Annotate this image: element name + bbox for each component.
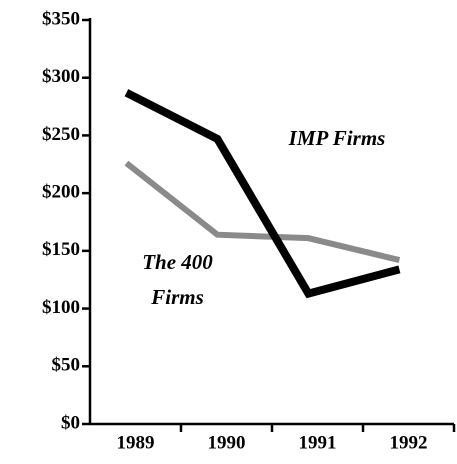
y-tick-label: $350 <box>42 8 80 29</box>
x-tick-label: 1992 <box>390 432 428 453</box>
y-tick-label: $50 <box>52 355 81 376</box>
series-line <box>124 160 401 264</box>
y-tick-label: $250 <box>42 124 80 145</box>
x-tick-label: 1990 <box>208 432 246 453</box>
y-tick-label: $100 <box>42 297 80 318</box>
series-label: IMP Firms <box>288 126 386 150</box>
x-tick-label: 1991 <box>299 432 337 453</box>
series-line <box>124 89 401 299</box>
y-tick-label: $0 <box>61 412 80 433</box>
series-label: The 400 Firms <box>142 250 213 309</box>
x-tick-label: 1989 <box>117 432 155 453</box>
y-tick-label: $150 <box>42 239 80 260</box>
y-tick-label: $300 <box>42 66 80 87</box>
y-tick-label: $200 <box>42 182 80 203</box>
